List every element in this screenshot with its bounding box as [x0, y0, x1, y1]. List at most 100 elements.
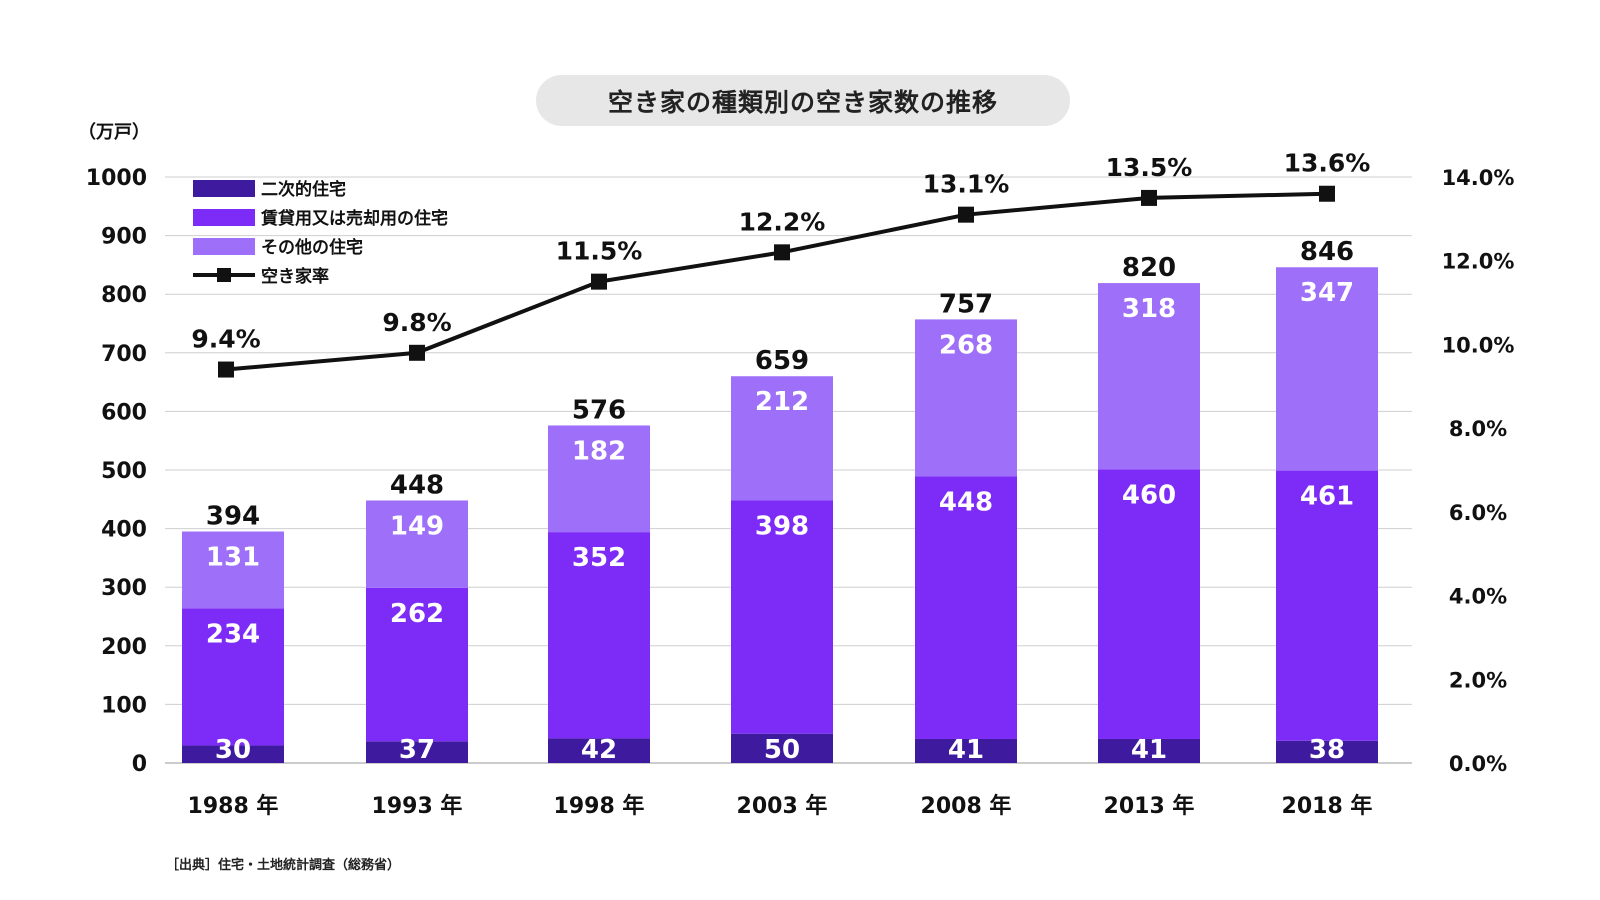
legend-swatch [193, 180, 255, 197]
rate-marker [218, 361, 234, 378]
y-tick-label: 900 [101, 225, 147, 250]
data-label: 212 [755, 387, 809, 417]
y-tick-label: 100 [101, 693, 147, 718]
bar-segment-other [548, 425, 650, 533]
bar-segment-other [1098, 283, 1200, 470]
x-tick-label: 2008 年 [921, 793, 1012, 819]
x-tick-label: 2018 年 [1282, 793, 1373, 819]
data-label: 41 [948, 735, 984, 765]
total-label: 757 [939, 289, 993, 319]
legend-swatch [193, 209, 255, 226]
total-label: 576 [572, 395, 626, 425]
bar-segment-rental [182, 608, 284, 746]
bar-segment-rental [366, 587, 468, 742]
y-tick-label: 0 [132, 752, 147, 777]
bar-segment-secondary [731, 733, 833, 763]
y-axis-unit-label: （万戸） [78, 122, 150, 143]
total-label: 659 [755, 346, 809, 376]
rate-label: 9.8% [382, 308, 451, 337]
label-layer: 30 234 131 394 37 262 149 448 42 352 182 576 50 398 21… [191, 149, 1370, 765]
line-layer [218, 185, 1335, 378]
chart-title-pill: 空き家の種類別の空き家数の推移 [536, 75, 1070, 126]
data-label: 149 [390, 511, 444, 541]
data-label: 262 [390, 599, 444, 629]
x-tick-label: 1993 年 [372, 793, 463, 819]
data-label: 182 [572, 436, 626, 466]
x-tick-label: 2013 年 [1104, 793, 1195, 819]
rate-marker [774, 244, 790, 261]
legend-label: 賃貸用又は売却用の住宅 [260, 208, 448, 229]
data-label: 50 [764, 735, 800, 765]
total-label: 820 [1122, 253, 1176, 283]
bar-segment-secondary [548, 738, 650, 763]
y2-tick-label: 8.0% [1449, 417, 1507, 441]
legend-swatch [193, 238, 255, 255]
data-label: 460 [1122, 480, 1176, 510]
data-label: 131 [206, 543, 260, 573]
data-label: 398 [755, 511, 809, 541]
legend-label: その他の住宅 [261, 237, 363, 258]
data-label: 461 [1300, 482, 1354, 512]
rate-label: 13.1% [923, 170, 1010, 199]
source-note: ［出典］住宅・土地統計調査（総務省） [166, 858, 401, 873]
rate-marker [1319, 185, 1335, 202]
y-tick-label: 1000 [86, 166, 147, 191]
total-label: 846 [1300, 237, 1354, 267]
data-label: 37 [399, 735, 435, 765]
bar-segment-rental [548, 532, 650, 739]
rate-label: 13.5% [1106, 153, 1193, 182]
rate-marker [1141, 189, 1157, 206]
axis-layer: 0 100 200 300 400 500 600 700 800 900 1000 （万戸） 0.0%… [78, 122, 1514, 819]
rate-label: 13.6% [1284, 149, 1371, 178]
bar-segment-rental [1098, 469, 1200, 739]
y-tick-label: 700 [101, 342, 147, 367]
data-label: 268 [939, 330, 993, 360]
legend-marker-swatch [217, 268, 231, 282]
bar-segment-other [182, 531, 284, 609]
y2-tick-label: 10.0% [1442, 333, 1515, 357]
y2-tick-label: 12.0% [1442, 250, 1515, 274]
chart-title: 空き家の種類別の空き家数の推移 [607, 87, 998, 117]
bar-segment-rental [1276, 470, 1378, 741]
rate-marker [958, 206, 974, 223]
x-tick-label: 2003 年 [737, 793, 828, 819]
data-label: 234 [206, 619, 260, 649]
bar-segment-secondary [182, 745, 284, 763]
bar-segment-other [366, 500, 468, 588]
bar-segment-rental [915, 476, 1017, 739]
rate-label: 11.5% [556, 237, 643, 266]
bar-segment-secondary [915, 738, 1017, 763]
x-tick-label: 1998 年 [554, 793, 645, 819]
bar-segment-secondary [1276, 740, 1378, 763]
rate-marker [409, 344, 425, 361]
data-label: 41 [1131, 735, 1167, 765]
y-tick-label: 600 [101, 400, 147, 425]
data-label: 38 [1309, 735, 1345, 765]
rate-label: 12.2% [739, 207, 826, 236]
y2-tick-label: 2.0% [1449, 668, 1507, 692]
bar-segment-other [731, 376, 833, 501]
bar-segment-rental [731, 500, 833, 734]
y-tick-label: 800 [101, 283, 147, 308]
bar-segment-secondary [1098, 738, 1200, 763]
rate-label: 9.4% [191, 325, 260, 354]
bar-segment-secondary [366, 741, 468, 763]
total-label: 394 [206, 502, 260, 532]
y-tick-label: 400 [101, 518, 147, 543]
legend-label: 空き家率 [261, 266, 329, 287]
bar-layer [182, 267, 1378, 763]
data-label: 352 [572, 543, 626, 573]
data-label: 318 [1122, 294, 1176, 324]
bar-segment-other [915, 319, 1017, 477]
x-tick-label: 1988 年 [188, 793, 279, 819]
data-label: 448 [939, 487, 993, 517]
rate-marker [591, 273, 607, 290]
data-label: 42 [581, 735, 617, 765]
y2-tick-label: 6.0% [1449, 501, 1507, 525]
y-tick-label: 300 [101, 576, 147, 601]
data-label: 347 [1300, 278, 1354, 308]
legend-label: 二次的住宅 [261, 179, 346, 200]
data-label: 30 [215, 735, 251, 765]
